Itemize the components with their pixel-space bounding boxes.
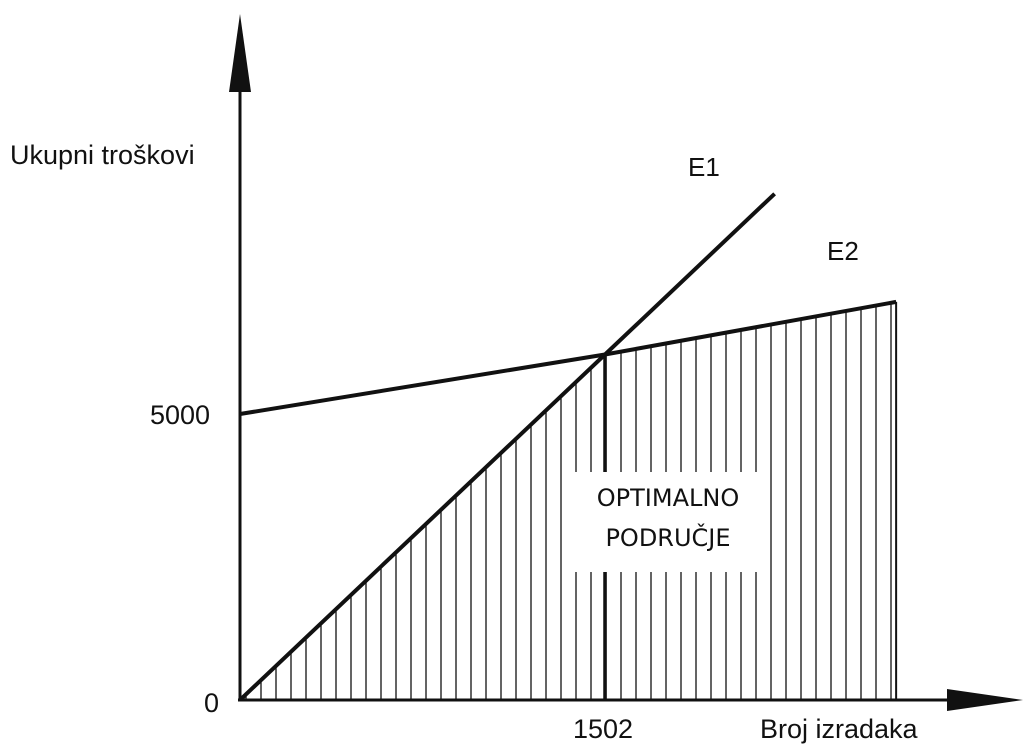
series-label-e2: E2 — [827, 236, 859, 266]
y-tick-label-0: 0 — [204, 688, 220, 718]
optimal-region-label: OPTIMALNO PODRUČJE — [567, 472, 769, 572]
series-line-e2 — [239, 299, 897, 416]
x-tick-label-1502: 1502 — [573, 714, 634, 744]
y-axis-label: Ukupni troškovi — [10, 140, 195, 170]
region-label-line-1: OPTIMALNO — [596, 484, 740, 512]
y-tick-label-5000: 5000 — [150, 400, 211, 430]
y-axis-arrow — [229, 14, 251, 92]
series-line-e1 — [238, 192, 776, 702]
series-label-e1: E1 — [688, 152, 720, 182]
x-axis-arrow — [947, 689, 1023, 711]
region-label-line-2: PODRUČJE — [605, 524, 731, 552]
x-axis-label: Broj izradaka — [760, 714, 918, 744]
